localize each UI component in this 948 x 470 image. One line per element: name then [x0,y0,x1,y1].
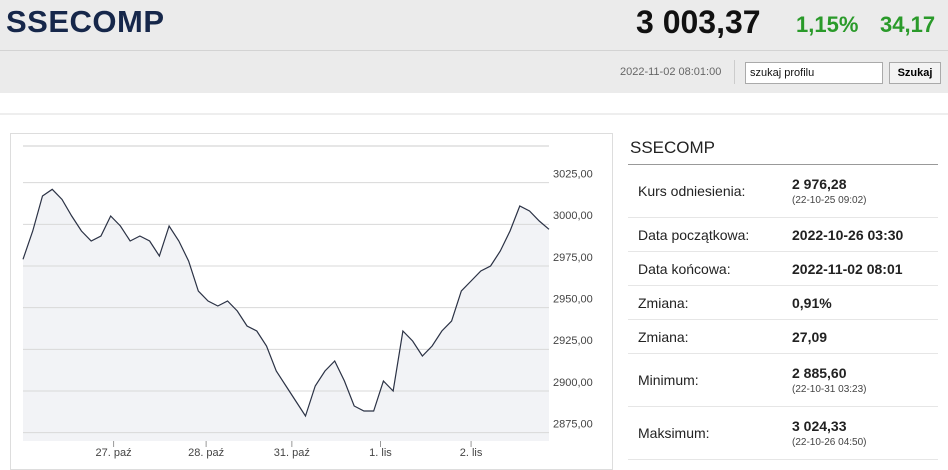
x-tick-label: 2. lis [460,447,483,459]
row-value-cell: 0,91% [792,295,832,311]
divider [0,113,948,115]
separator [734,60,735,84]
row-value-cell: 2022-10-26 03:30 [792,227,903,243]
row-label: Zmiana: [638,294,689,311]
row-value: 2022-10-26 03:30 [792,226,904,243]
info-row: Kurs odniesienia: 2 976,28 (22-10-25 09:02… [628,165,938,218]
row-value-cell: 2 976,28 (22-10-25 09:02) [792,176,867,206]
row-label: Maksimum: [638,425,710,441]
row-value-cell: 2022-11-02 08:01 [792,261,903,277]
search-button[interactable]: Szukaj [889,62,941,84]
info-row: Data końcowa: 2022-11-02 08:01 [628,252,938,286]
x-tick-label: 28. paź [188,447,224,459]
row-value: 0,91% [792,294,832,311]
row-value: 2022-11-02 08:01 [792,260,903,277]
info-row: Minimum: 2 885,60 (22-10-31 03:23) [628,354,938,407]
row-label: Data początkowa: [638,226,750,243]
price: 3 003,37 [636,4,761,40]
search-input[interactable]: szukaj profilu [745,62,883,84]
row-label: Data końcowa: [638,260,731,277]
row-value: 27,09 [792,328,828,345]
divider [0,50,948,51]
y-tick-label: 2950,00 [553,294,593,306]
row-label: Zmiana: [638,328,689,345]
chart-box: 2875,00 2900,00 2925,00 2950,00 2975,00 3000,… [10,133,613,470]
info-row: Zmiana: 27,09 [628,320,938,354]
y-tick-label: 3000,00 [553,210,593,222]
y-tick-label: 2975,00 [553,252,593,264]
y-tick-label: 2900,00 [553,377,593,389]
info-panel: SSECOMP Kurs odniesienia: 2 976,28 (22-10-… [628,133,938,460]
row-value: 2 976,28 [792,176,847,192]
change-pct: 1,15% [796,12,859,37]
chart: 2875,00 2900,00 2925,00 2950,00 2975,00 3000,… [22,145,593,459]
timestamp: 2022-11-02 08:01:00 [620,66,722,78]
x-tick-label: 1. lis [369,447,392,459]
y-tick-label: 2925,00 [553,335,593,347]
info-row: Data początkowa: 2022-10-26 03:30 [628,218,938,252]
y-tick-label: 3025,00 [553,169,593,181]
area-fill [23,189,549,441]
row-value-cell: 2 885,60 (22-10-31 03:23) [792,365,867,395]
row-label: Kurs odniesienia: [638,183,746,199]
info-row: Maksimum: 3 024,33 (22-10-26 04:50) [628,407,938,460]
row-value: 2 885,60 [792,365,847,381]
row-sub: (22-10-26 04:50) [792,437,867,448]
row-sub: (22-10-31 03:23) [792,384,867,395]
row-value-cell: 3 024,33 (22-10-26 04:50) [792,418,867,448]
info-row: Zmiana: 0,91% [628,286,938,320]
x-tick-label: 27. paź [96,447,132,459]
header: SSECOMP 3 003,37 1,15% 34,17 2022-11-02 … [0,0,948,93]
title: SSECOMP [6,4,165,39]
panel-title: SSECOMP [628,133,938,165]
change: 34,17 [880,12,936,37]
row-value: 3 024,33 [792,418,847,434]
row-label: Minimum: [638,372,699,388]
y-tick-label: 2875,00 [553,419,593,431]
info-rows: Kurs odniesienia: 2 976,28 (22-10-25 09:02… [628,165,938,460]
x-tick-label: 31. paź [274,447,310,459]
row-sub: (22-10-25 09:02) [792,195,867,206]
price-line [22,188,550,418]
row-value-cell: 27,09 [792,329,827,345]
